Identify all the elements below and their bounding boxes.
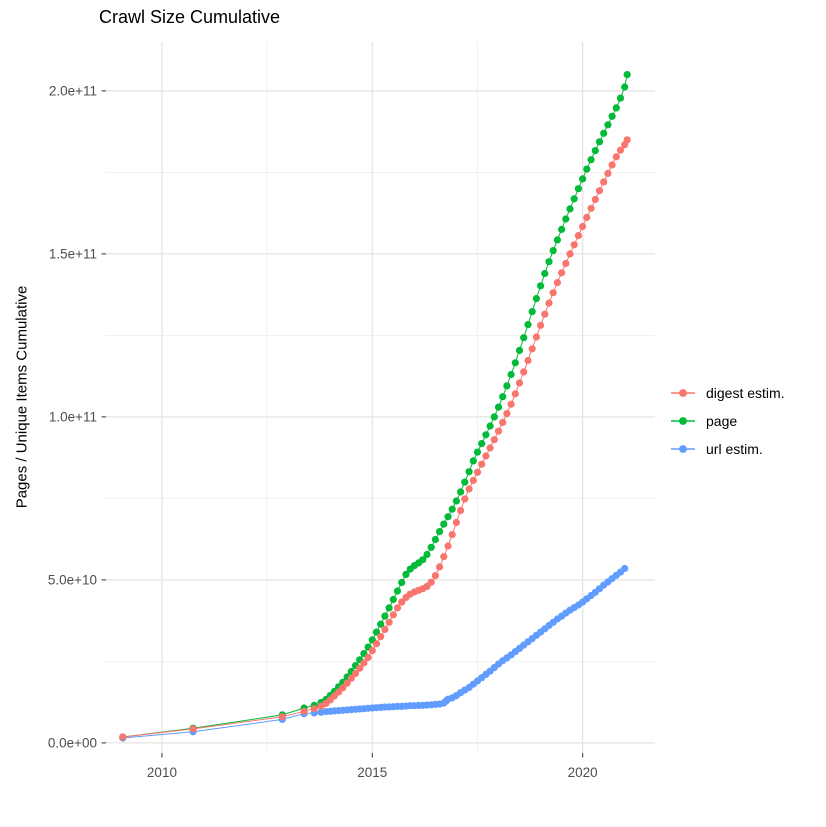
svg-text:1.0e+11: 1.0e+11 bbox=[49, 409, 97, 424]
legend-item-page: page bbox=[670, 407, 785, 435]
svg-text:2.0e+11: 2.0e+11 bbox=[49, 83, 97, 98]
svg-text:2010: 2010 bbox=[147, 765, 177, 780]
legend-key-icon bbox=[671, 417, 695, 425]
legend-label: page bbox=[706, 413, 738, 429]
legend-key-icon bbox=[671, 445, 695, 453]
legend-item-url-estim: url estim. bbox=[670, 435, 785, 463]
svg-text:5.0e+10: 5.0e+10 bbox=[48, 572, 97, 587]
legend-label: url estim. bbox=[706, 441, 763, 457]
legend-item-digest-estim: digest estim. bbox=[670, 379, 785, 407]
chart-title: Crawl Size Cumulative bbox=[99, 7, 281, 27]
svg-text:1.5e+11: 1.5e+11 bbox=[49, 246, 97, 261]
svg-text:2020: 2020 bbox=[568, 765, 598, 780]
svg-text:2015: 2015 bbox=[357, 765, 387, 780]
legend: digest estim. page url estim. bbox=[670, 379, 785, 463]
legend-label: digest estim. bbox=[706, 385, 785, 401]
svg-text:0.0e+00: 0.0e+00 bbox=[48, 735, 97, 750]
legend-key-icon bbox=[671, 389, 695, 397]
